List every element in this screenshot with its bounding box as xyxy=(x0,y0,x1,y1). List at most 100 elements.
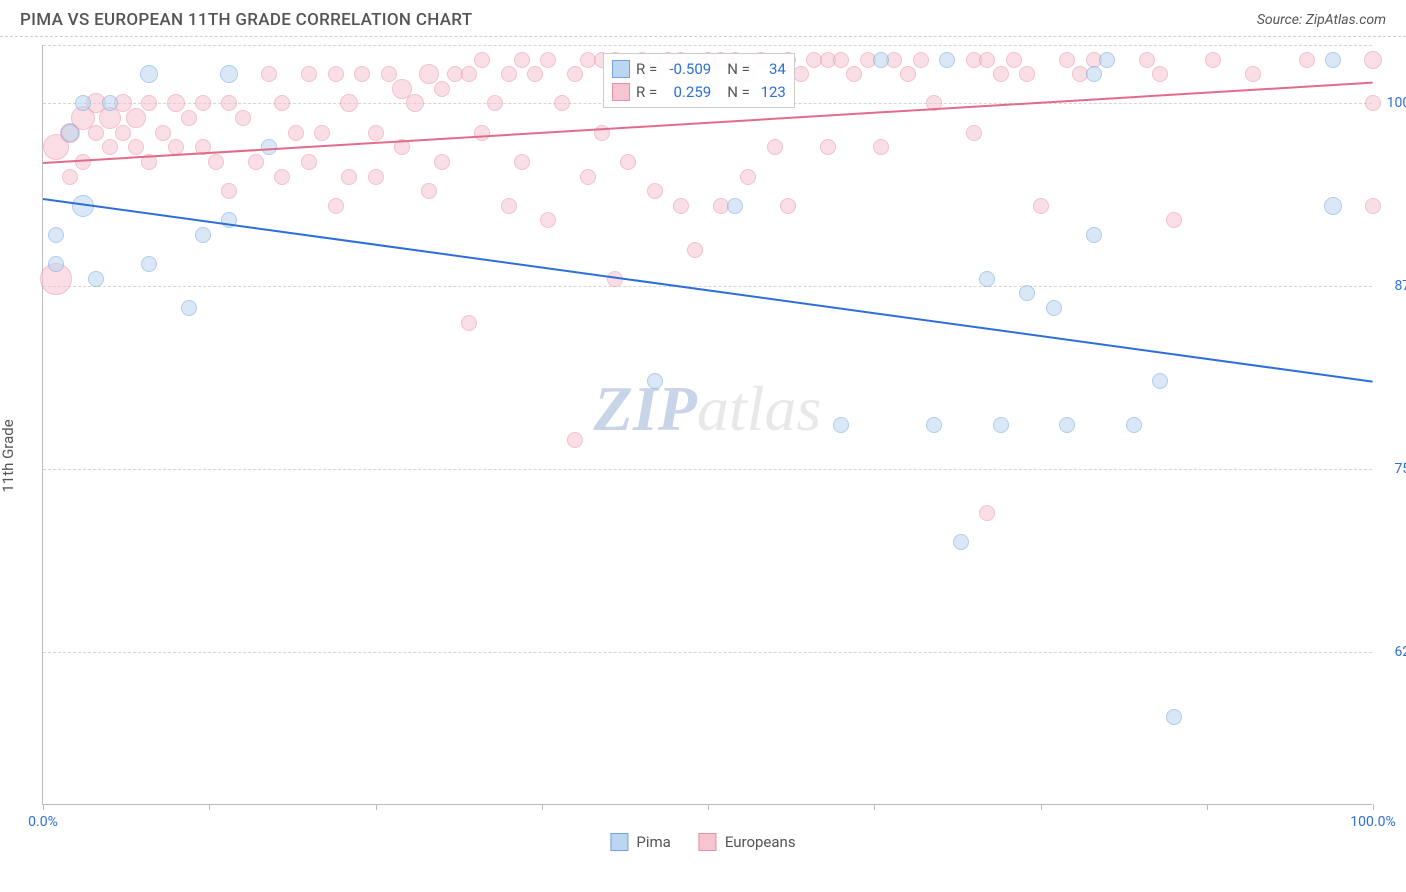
x-tick xyxy=(708,804,709,810)
y-tick-label: 87.5% xyxy=(1378,278,1406,294)
data-point xyxy=(873,52,889,68)
legend-label: Pima xyxy=(636,833,670,851)
data-point xyxy=(540,52,556,68)
data-point xyxy=(514,52,530,68)
stats-box: R =-0.509N =34R =0.259N =123 xyxy=(603,53,795,108)
x-tick-label: 0.0% xyxy=(28,814,58,830)
stats-row: R = 0.259 N = 123 xyxy=(612,81,786,104)
data-point xyxy=(687,242,703,258)
data-point xyxy=(567,432,583,448)
data-point xyxy=(261,66,277,82)
data-point xyxy=(501,198,517,214)
data-point xyxy=(1086,66,1102,82)
data-point xyxy=(406,94,424,112)
data-point xyxy=(1059,417,1075,433)
data-point xyxy=(647,183,663,199)
data-point xyxy=(421,183,437,199)
data-point xyxy=(61,124,79,142)
data-point xyxy=(220,65,238,83)
data-point xyxy=(328,198,344,214)
gridline xyxy=(43,45,1372,46)
data-point xyxy=(155,125,171,141)
stats-r-value: -0.509 xyxy=(663,58,711,81)
stats-n-value: 123 xyxy=(756,81,786,104)
stats-swatch xyxy=(612,83,630,101)
data-point xyxy=(793,66,809,82)
data-point xyxy=(1205,52,1221,68)
data-point xyxy=(527,66,543,82)
data-point xyxy=(235,110,251,126)
data-point xyxy=(487,95,503,111)
data-point xyxy=(979,52,995,68)
data-point xyxy=(141,256,157,272)
data-point xyxy=(474,52,490,68)
data-point xyxy=(181,300,197,316)
gridline xyxy=(43,286,1372,287)
data-point xyxy=(833,52,849,68)
x-tick-label: 100.0% xyxy=(1350,814,1395,830)
data-point xyxy=(873,139,889,155)
data-point xyxy=(1019,285,1035,301)
legend-label: Europeans xyxy=(725,833,796,851)
data-point xyxy=(740,169,756,185)
data-point xyxy=(514,154,530,170)
data-point xyxy=(126,108,146,128)
data-point xyxy=(580,169,596,185)
data-point xyxy=(567,66,583,82)
stats-r-label: R = xyxy=(636,81,657,104)
x-tick xyxy=(43,804,44,810)
data-point xyxy=(913,52,929,68)
data-point xyxy=(953,534,969,550)
stats-r-value: 0.259 xyxy=(663,81,711,104)
data-point xyxy=(540,212,556,228)
data-point xyxy=(900,66,916,82)
chart-source: Source: ZipAtlas.com xyxy=(1257,12,1386,28)
data-point xyxy=(833,417,849,433)
data-point xyxy=(141,95,157,111)
data-point xyxy=(993,417,1009,433)
data-point xyxy=(341,169,357,185)
x-tick xyxy=(874,804,875,810)
data-point xyxy=(1299,52,1315,68)
data-point xyxy=(221,183,237,199)
y-tick-label: 62.5% xyxy=(1378,644,1406,660)
gridline xyxy=(43,469,1372,470)
data-point xyxy=(1006,52,1022,68)
data-point xyxy=(1166,212,1182,228)
data-point xyxy=(102,139,118,155)
data-point xyxy=(434,154,450,170)
data-point xyxy=(461,315,477,331)
data-point xyxy=(301,154,317,170)
data-point xyxy=(368,169,384,185)
x-tick xyxy=(1373,804,1374,810)
data-point xyxy=(673,198,689,214)
y-tick-label: 100.0% xyxy=(1378,95,1406,111)
data-point xyxy=(167,94,185,112)
data-point xyxy=(128,139,144,155)
data-point xyxy=(1152,373,1168,389)
data-point xyxy=(48,256,64,272)
data-point xyxy=(274,95,290,111)
data-point xyxy=(474,125,490,141)
data-point xyxy=(1245,66,1261,82)
data-point xyxy=(354,66,370,82)
data-point xyxy=(274,169,290,185)
data-point xyxy=(88,125,104,141)
data-point xyxy=(1139,52,1155,68)
data-point xyxy=(368,125,384,141)
data-point xyxy=(195,227,211,243)
data-point xyxy=(314,125,330,141)
y-tick-label: 75.0% xyxy=(1378,461,1406,477)
stats-r-label: R = xyxy=(636,58,657,81)
data-point xyxy=(1019,66,1035,82)
data-point xyxy=(434,81,450,97)
data-point xyxy=(181,110,197,126)
stats-n-label: N = xyxy=(727,58,750,81)
data-point xyxy=(1086,227,1102,243)
data-point xyxy=(419,64,439,84)
legend: Pima Europeans xyxy=(610,833,795,851)
data-point xyxy=(340,94,358,112)
stats-n-label: N = xyxy=(727,81,750,104)
watermark-rest: atlas xyxy=(697,373,821,444)
data-point xyxy=(647,373,663,389)
